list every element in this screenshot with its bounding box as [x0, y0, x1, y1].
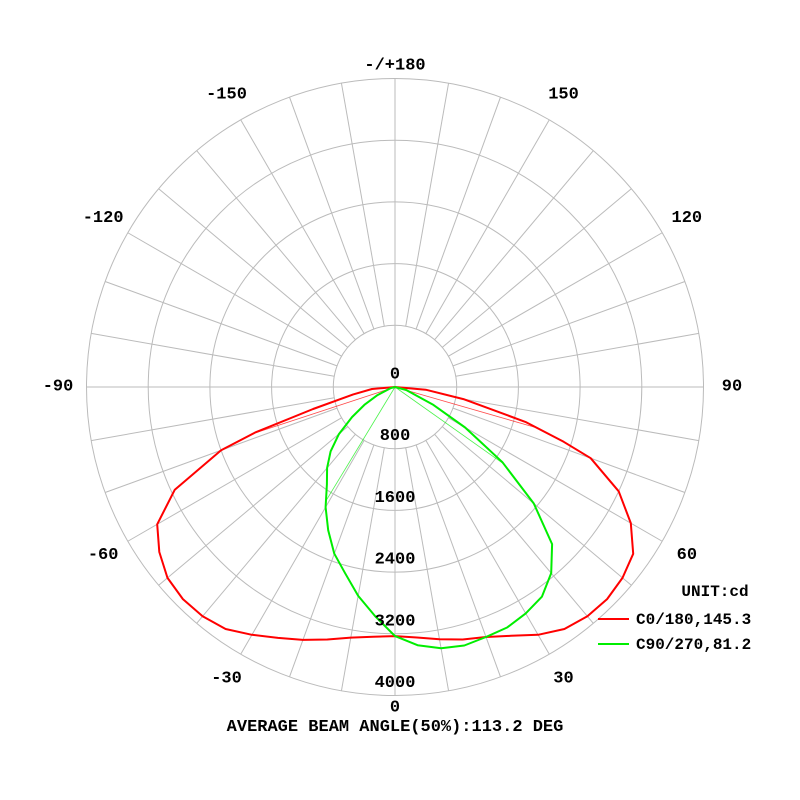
- grid-spoke: [127, 417, 342, 542]
- angle-tick-label: -120: [83, 209, 124, 228]
- radial-tick-label: 0: [390, 366, 400, 385]
- grid-spoke: [405, 83, 450, 327]
- grid-spoke: [425, 440, 550, 655]
- unit-label: UNIT:cd: [681, 583, 748, 601]
- grid-spoke: [158, 426, 349, 586]
- legend-label-c0: C0/180,145.3: [636, 611, 751, 629]
- radial-tick-label: 4000: [375, 674, 416, 693]
- beam-angle-line: [325, 386, 396, 502]
- grid-spoke: [405, 447, 450, 691]
- angle-tick-label: -150: [206, 86, 247, 105]
- grid-spoke: [455, 332, 699, 377]
- grid-spoke: [434, 433, 594, 624]
- angle-tick-labels: 0 30 60 90 120 150 -/+180 -150 -120 -90 -60 -30: [43, 57, 743, 718]
- angle-tick-label: 120: [672, 209, 703, 228]
- grid-spoke: [240, 440, 365, 655]
- grid-spoke: [425, 119, 550, 334]
- radial-tick-label: 3200: [375, 612, 416, 631]
- legend-label-c90: C90/270,81.2: [636, 636, 751, 654]
- grid-spoke: [91, 332, 335, 377]
- grid-spoke: [434, 150, 594, 341]
- grid-spoke: [158, 188, 349, 348]
- angle-tick-label: -30: [211, 669, 242, 688]
- angle-tick-label: 30: [553, 669, 573, 688]
- grid-spoke: [452, 407, 686, 493]
- grid-spoke: [415, 96, 501, 330]
- grid-spoke: [448, 417, 663, 542]
- intensity-curves: [156, 386, 635, 650]
- angle-tick-label: -/+180: [364, 57, 425, 76]
- radial-tick-label: 1600: [375, 489, 416, 508]
- grid-spoke: [455, 397, 699, 442]
- grid-spoke: [340, 83, 385, 327]
- grid-spoke: [289, 96, 375, 330]
- angle-tick-label: 0: [390, 699, 400, 718]
- grid-spoke: [289, 444, 375, 678]
- grid-spoke: [91, 397, 335, 442]
- angle-tick-label: -60: [88, 546, 119, 565]
- grid-spoke: [415, 444, 501, 678]
- grid-spoke: [196, 433, 356, 624]
- beam-angle-line: [394, 386, 540, 429]
- radial-tick-labels: 0 800 1600 2400 3200 4000: [375, 366, 416, 694]
- beam-angle-line: [252, 386, 396, 435]
- radial-tick-label: 2400: [375, 551, 416, 570]
- angle-tick-label: 150: [548, 86, 579, 105]
- radial-tick-label: 800: [380, 427, 411, 446]
- beam-angle-lines: [252, 386, 540, 502]
- angle-tick-label: 90: [722, 378, 742, 397]
- grid-spoke: [340, 447, 385, 691]
- beam-angle-line: [394, 386, 505, 465]
- angle-tick-label: -90: [43, 378, 74, 397]
- grid-spoke: [240, 119, 365, 334]
- grid-spoke: [196, 150, 356, 341]
- grid-spoke: [127, 232, 342, 357]
- angle-tick-label: 60: [677, 546, 697, 565]
- intensity-curve-1: [324, 386, 554, 650]
- grid-spoke: [441, 426, 632, 586]
- grid-spoke: [104, 281, 338, 367]
- average-beam-angle-footer: AVERAGE BEAM ANGLE(50%):113.2 DEG: [227, 718, 564, 737]
- legend: UNIT:cd C0/180,145.3 C90/270,81.2: [598, 583, 751, 654]
- grid-spoke: [448, 232, 663, 357]
- grid-spoke: [441, 188, 632, 348]
- grid-spoke: [452, 281, 686, 367]
- polar-grid: [86, 78, 704, 696]
